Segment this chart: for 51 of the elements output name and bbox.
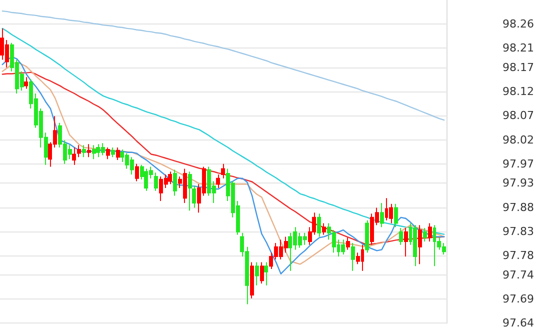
y-tick-label: 98.21 [502, 42, 534, 55]
y-tick-label: 98.02 [502, 133, 534, 146]
candlestick [72, 147, 76, 166]
candlestick [322, 222, 326, 236]
candlestick [173, 169, 177, 196]
line-series [2, 28, 445, 235]
y-tick-label: 97.88 [502, 200, 534, 214]
candlestick [154, 172, 158, 192]
candlestick [250, 262, 254, 299]
candlestick [135, 163, 139, 182]
candlestick [341, 239, 345, 256]
y-tick-label: 97.78 [502, 249, 534, 262]
candlestick [168, 171, 172, 185]
candlestick [380, 202, 384, 228]
candlestick [399, 228, 403, 246]
candlestick [192, 186, 196, 208]
candlestick [92, 144, 96, 160]
y-tick-label: 98.17 [502, 60, 534, 74]
candlestick [365, 220, 369, 254]
candlestick [264, 262, 268, 286]
candlestick [87, 144, 91, 158]
candlestick [346, 237, 350, 250]
candlestick [116, 147, 120, 161]
y-tick-label: 98.07 [502, 109, 534, 122]
y-tick-label: 97.97 [502, 157, 534, 170]
candlestick [24, 76, 28, 90]
candlestick [351, 242, 355, 272]
candlestick [418, 224, 422, 265]
candlestick [188, 171, 192, 212]
candlestick [423, 228, 427, 242]
line-series [2, 10, 445, 121]
y-tick-label: 97.93 [502, 176, 534, 190]
candlestick [317, 213, 321, 238]
y-tick-label: 98.12 [502, 85, 534, 98]
candlestick [82, 144, 86, 158]
candlestick [216, 174, 220, 189]
candlestick [260, 262, 264, 284]
y-tick-label: 97.64 [502, 316, 534, 330]
candlestick [255, 262, 259, 286]
y-tick-label: 98.26 [502, 18, 534, 31]
candlestick [413, 224, 417, 267]
candlestick [394, 203, 398, 228]
candlestick [404, 228, 408, 257]
y-tick-label: 97.69 [502, 292, 534, 306]
candlestick [221, 163, 225, 179]
candlestick [111, 147, 115, 158]
y-tick-label: 97.74 [502, 268, 534, 282]
y-tick-label: 97.83 [502, 224, 534, 238]
candlestick [428, 222, 432, 242]
candlestick [77, 144, 81, 158]
candlestick [106, 147, 110, 160]
